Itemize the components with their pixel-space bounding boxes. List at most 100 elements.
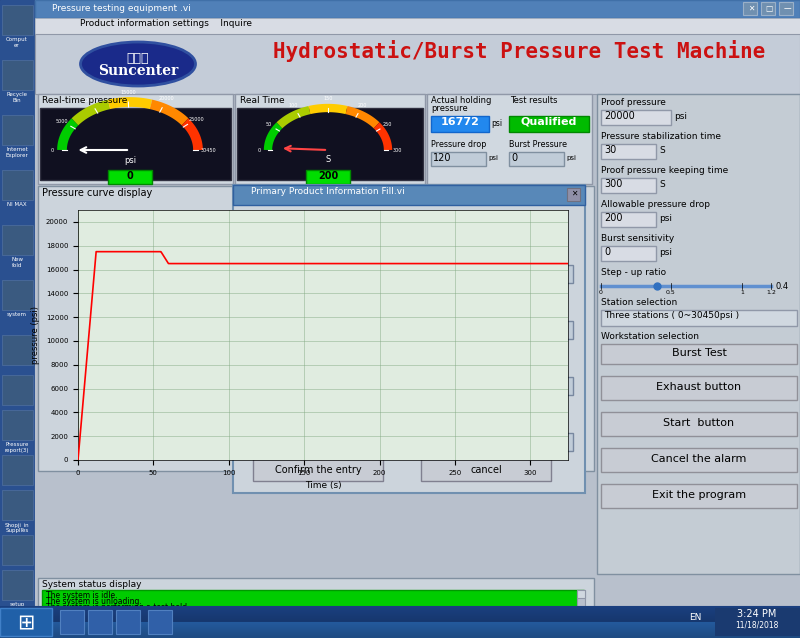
Text: psi: psi: [659, 248, 672, 257]
FancyBboxPatch shape: [237, 108, 423, 180]
Text: 150: 150: [323, 96, 333, 101]
Text: Burst sensitivity: Burst sensitivity: [601, 234, 674, 243]
Text: 0.4: 0.4: [776, 282, 789, 291]
FancyBboxPatch shape: [2, 115, 33, 145]
Text: Pressure stabilization time: Pressure stabilization time: [601, 132, 721, 141]
Text: Burst Test: Burst Test: [671, 348, 726, 358]
FancyBboxPatch shape: [509, 152, 564, 166]
Text: 16772: 16772: [441, 117, 479, 127]
FancyBboxPatch shape: [601, 344, 797, 364]
Text: psi: psi: [488, 155, 498, 161]
Text: 0: 0: [511, 153, 517, 163]
Text: system: system: [7, 312, 27, 317]
FancyBboxPatch shape: [0, 615, 800, 616]
Text: Primary Product Information Fill: Primary Product Information Fill: [258, 215, 560, 233]
FancyBboxPatch shape: [0, 632, 800, 633]
FancyBboxPatch shape: [0, 617, 800, 618]
Text: Recycle
Bin: Recycle Bin: [6, 92, 27, 103]
FancyBboxPatch shape: [431, 152, 486, 166]
Text: 0: 0: [126, 171, 134, 181]
Text: 20000: 20000: [604, 111, 634, 121]
FancyBboxPatch shape: [2, 570, 33, 600]
FancyBboxPatch shape: [35, 0, 800, 18]
Text: 25000: 25000: [188, 117, 204, 122]
Text: System status display: System status display: [42, 580, 142, 589]
FancyBboxPatch shape: [148, 610, 172, 634]
Text: Internet
Explorer: Internet Explorer: [6, 147, 28, 158]
Text: 50: 50: [265, 122, 271, 127]
Text: Shopji_in
Supplies: Shopji_in Supplies: [5, 522, 30, 533]
FancyBboxPatch shape: [0, 629, 800, 630]
FancyBboxPatch shape: [0, 637, 800, 638]
Text: The system is idle.: The system is idle.: [46, 621, 118, 630]
Text: Proof pressure: Proof pressure: [601, 98, 666, 107]
Text: Suncenter: Suncenter: [98, 64, 178, 78]
FancyBboxPatch shape: [233, 185, 585, 493]
FancyBboxPatch shape: [601, 310, 797, 326]
FancyBboxPatch shape: [0, 609, 800, 610]
FancyBboxPatch shape: [577, 590, 585, 626]
Text: 30: 30: [604, 145, 616, 155]
FancyBboxPatch shape: [253, 265, 401, 283]
Text: Testing personnel: Testing personnel: [253, 365, 333, 374]
FancyBboxPatch shape: [601, 484, 797, 508]
FancyBboxPatch shape: [60, 610, 84, 634]
FancyBboxPatch shape: [2, 335, 33, 365]
Text: Burst Pressure: Burst Pressure: [509, 140, 567, 149]
Y-axis label: pressure (psi): pressure (psi): [31, 306, 40, 364]
FancyBboxPatch shape: [425, 377, 573, 395]
Text: Pressure curve display: Pressure curve display: [42, 188, 152, 198]
FancyBboxPatch shape: [0, 624, 800, 625]
Text: 3:24 PM: 3:24 PM: [738, 609, 777, 619]
Text: ⊞: ⊞: [18, 612, 34, 632]
FancyBboxPatch shape: [0, 0, 35, 638]
FancyBboxPatch shape: [0, 633, 800, 634]
Text: 300: 300: [392, 147, 402, 152]
Text: 赛森特: 赛森特: [126, 52, 150, 65]
Text: Confirm the entry: Confirm the entry: [274, 465, 362, 475]
FancyBboxPatch shape: [567, 188, 580, 201]
Text: NI MAX: NI MAX: [7, 202, 27, 207]
Text: The system is in the test regulation phase.: The system is in the test regulation pha…: [46, 609, 210, 618]
Text: Exhaust button: Exhaust button: [657, 382, 742, 392]
FancyBboxPatch shape: [601, 110, 671, 125]
Text: The system is unloading.: The system is unloading.: [46, 597, 142, 606]
Text: 0: 0: [599, 290, 603, 295]
Ellipse shape: [81, 42, 195, 86]
FancyBboxPatch shape: [577, 590, 585, 598]
Text: 1: 1: [740, 290, 744, 295]
FancyBboxPatch shape: [40, 108, 231, 180]
FancyBboxPatch shape: [0, 613, 800, 614]
Text: 11/18/2018: 11/18/2018: [735, 620, 778, 629]
Text: Station selection: Station selection: [601, 298, 678, 307]
FancyBboxPatch shape: [0, 618, 800, 619]
Text: New
fold: New fold: [11, 257, 23, 268]
FancyBboxPatch shape: [253, 433, 401, 451]
FancyBboxPatch shape: [0, 611, 800, 612]
FancyBboxPatch shape: [38, 186, 594, 471]
Text: 20000: 20000: [159, 96, 174, 101]
Text: 5000: 5000: [56, 119, 69, 124]
Text: ✕: ✕: [571, 189, 577, 198]
Text: Three stations ( 0~30450psi ): Three stations ( 0~30450psi ): [604, 311, 739, 320]
Text: 300: 300: [604, 179, 622, 189]
FancyBboxPatch shape: [0, 630, 800, 631]
FancyBboxPatch shape: [0, 634, 800, 635]
FancyBboxPatch shape: [0, 621, 800, 622]
FancyBboxPatch shape: [509, 116, 589, 132]
Text: Sample length: Sample length: [425, 421, 491, 430]
Text: Pressure drop: Pressure drop: [431, 140, 486, 149]
Text: S: S: [659, 146, 665, 155]
FancyBboxPatch shape: [2, 170, 33, 200]
Text: pressure: pressure: [431, 104, 468, 113]
Text: Comput
er: Comput er: [6, 37, 28, 48]
Text: cancel: cancel: [470, 465, 502, 475]
Text: □: □: [766, 4, 773, 13]
FancyBboxPatch shape: [743, 2, 757, 15]
Text: setup: setup: [10, 602, 25, 607]
Text: —: —: [783, 4, 791, 13]
FancyBboxPatch shape: [0, 616, 800, 617]
Text: 200: 200: [604, 213, 622, 223]
FancyBboxPatch shape: [761, 2, 775, 15]
Text: Primary Product Information Fill.vi: Primary Product Information Fill.vi: [251, 187, 405, 196]
